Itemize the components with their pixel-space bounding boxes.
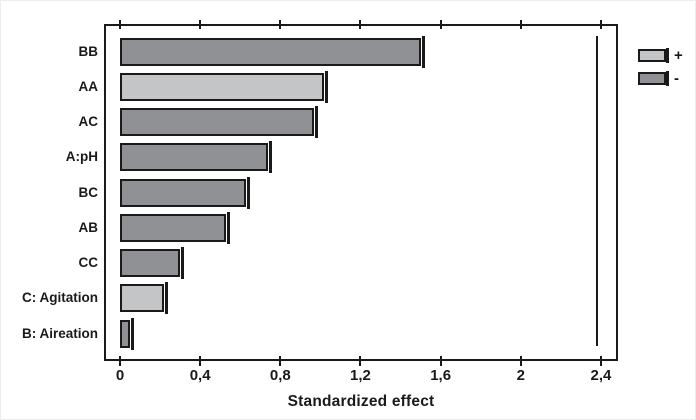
- x-axis-title: Standardized effect: [287, 393, 435, 410]
- x-tick-top: [119, 20, 121, 29]
- x-tick-top: [439, 20, 442, 29]
- category-label: A:pH: [65, 149, 98, 165]
- x-tick-top: [519, 20, 522, 29]
- bar-a-ph: [120, 141, 273, 174]
- category-label: AC: [78, 114, 99, 129]
- legend-label-minus: -: [674, 70, 679, 87]
- x-tick-label: 2: [516, 367, 525, 384]
- legend-swatch-plus-icon: [638, 48, 669, 63]
- x-tick-label: 0,4: [189, 367, 211, 384]
- category-label: C: Agitation: [22, 290, 98, 306]
- legend-item-minus: -: [638, 70, 683, 87]
- x-tick-bottom: [119, 356, 121, 366]
- x-tick-top: [199, 20, 202, 29]
- x-tick-top: [599, 20, 602, 29]
- bar-b-aireation: [120, 317, 135, 350]
- bar-ac: [120, 106, 319, 138]
- legend-swatch-minus-icon: [638, 71, 669, 86]
- bar-c-agitation: [120, 282, 169, 315]
- x-tick-label: 1,2: [350, 367, 371, 384]
- x-tick-label: 0,8: [269, 367, 291, 384]
- bar-cc: [120, 247, 185, 279]
- reference-line: [595, 36, 598, 346]
- bar-aa: [120, 70, 329, 103]
- category-label: BC: [78, 184, 99, 200]
- x-tick-bottom: [439, 356, 442, 366]
- x-tick-bottom: [199, 356, 202, 366]
- category-label: B: Aireation: [21, 325, 98, 341]
- x-tick-bottom: [519, 356, 522, 366]
- bar-ab: [120, 211, 231, 244]
- x-tick-top: [279, 20, 282, 29]
- x-tick-bottom: [599, 356, 602, 366]
- category-label: AB: [78, 219, 99, 235]
- plot-area: [104, 20, 618, 366]
- x-tick-bottom: [279, 356, 282, 366]
- bar-bb: [120, 35, 425, 68]
- legend-label-plus: +: [674, 47, 683, 64]
- category-label: CC: [78, 255, 99, 270]
- x-tick-top: [359, 20, 362, 29]
- x-tick-bottom: [359, 356, 362, 366]
- category-label: AA: [78, 78, 99, 94]
- x-tick-label: 1,6: [430, 367, 452, 384]
- legend-item-plus: +: [638, 47, 683, 64]
- bar-bc: [120, 176, 251, 209]
- legend: + -: [638, 47, 683, 93]
- x-tick-label: 2,4: [590, 367, 612, 384]
- category-label: BB: [78, 43, 99, 59]
- x-tick-label: 0: [115, 367, 125, 384]
